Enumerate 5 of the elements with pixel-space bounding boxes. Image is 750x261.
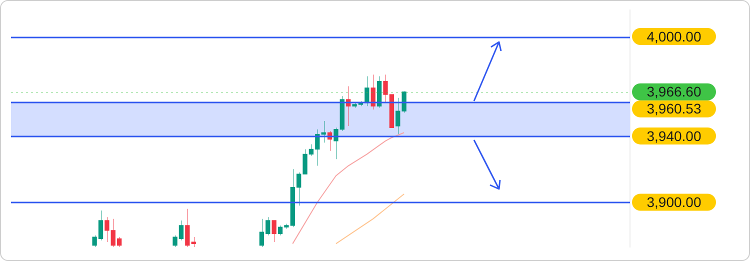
y-tick-label: 3,900.00: [646, 194, 702, 210]
y-tick-label: 3,940.00: [646, 128, 702, 144]
y-tick-label: 3,960.53: [646, 100, 702, 117]
y-tick-label: 4,000.00: [646, 28, 702, 44]
y-tick-label: 3,966.60: [646, 84, 702, 100]
